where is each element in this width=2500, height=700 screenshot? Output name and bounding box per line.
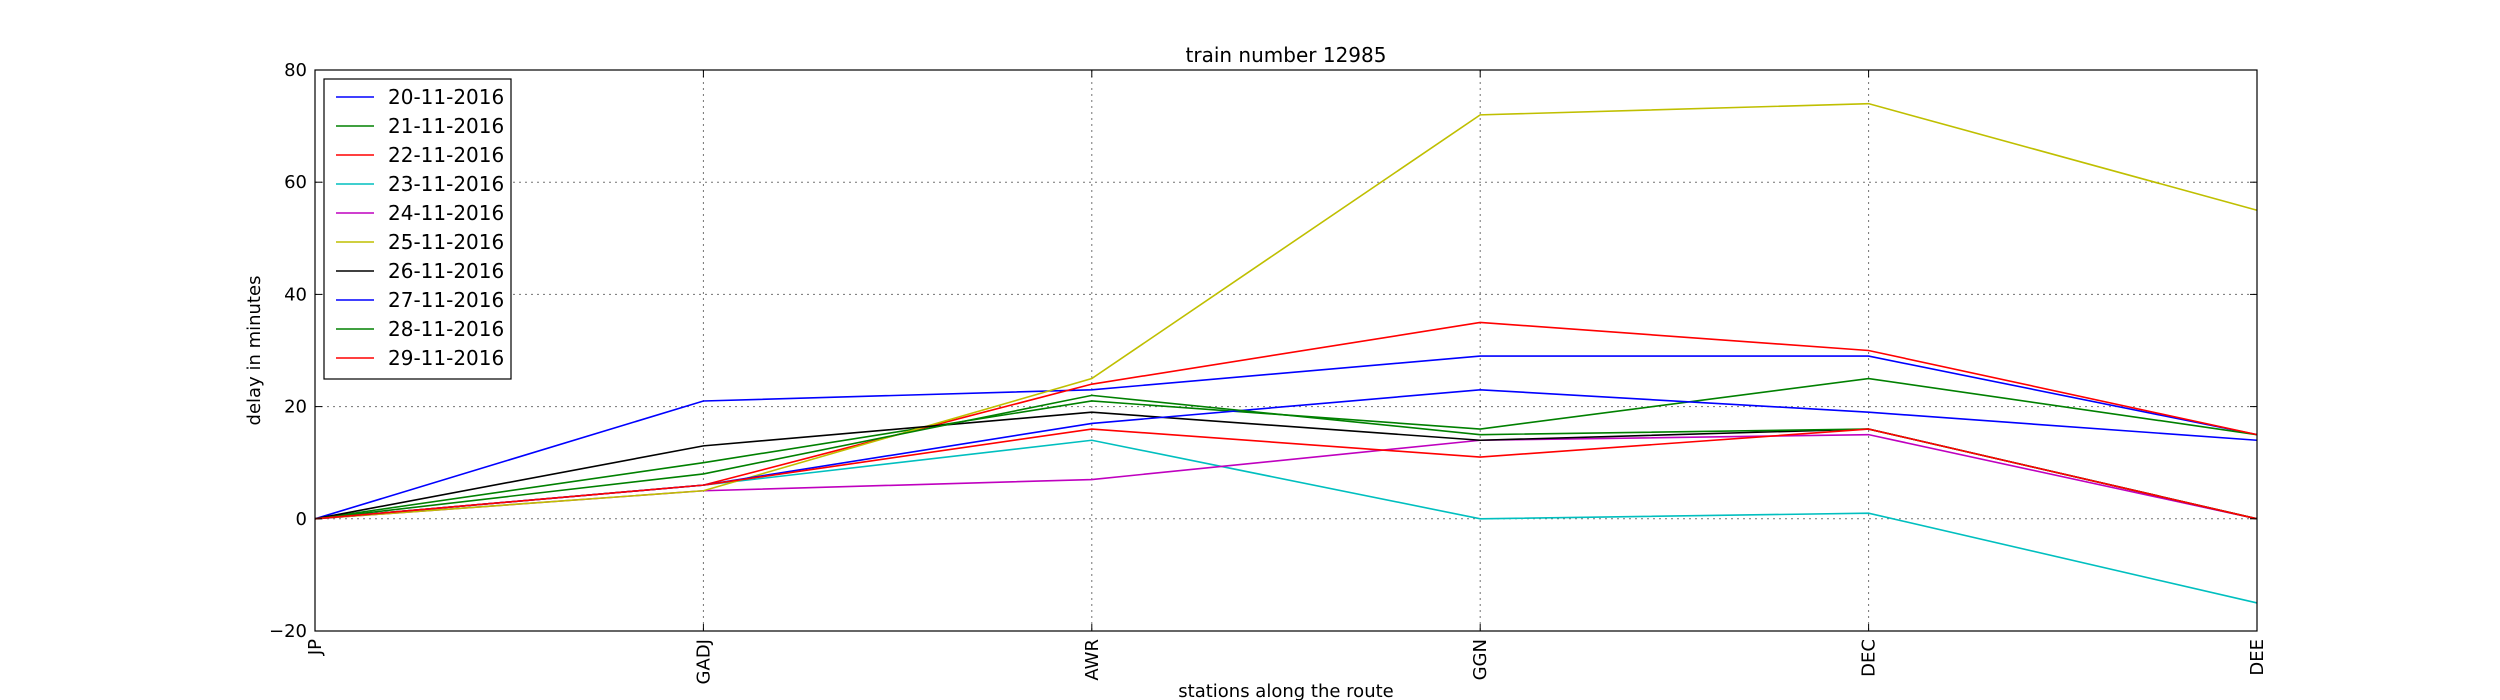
legend: 20-11-2016 21-11-2016 22-11-2016 23-11-2016… (323, 78, 512, 380)
grid (315, 70, 2257, 631)
y-axis-label: delay in minutes (244, 276, 265, 426)
legend-label: 28-11-2016 (388, 317, 504, 341)
series-line-27-11-2016 (314, 388, 2258, 520)
legend-label: 23-11-2016 (388, 172, 504, 196)
legend-label: 25-11-2016 (388, 230, 504, 254)
x-tick-label: AWR (1082, 639, 1103, 681)
chart-title: train number 12985 (1186, 43, 1387, 67)
x-tick-label: GGN (1470, 639, 1491, 680)
series-line-26-11-2016 (314, 411, 2258, 520)
series-line-20-11-2016 (314, 355, 2258, 520)
y-tick-label: 60 (284, 172, 307, 193)
series-line-29-11-2016 (314, 428, 2258, 520)
series-line-28-11-2016 (314, 394, 2258, 520)
legend-label: 20-11-2016 (388, 85, 504, 109)
legend-label: 27-11-2016 (388, 288, 504, 312)
plot-area-frame (314, 69, 2258, 632)
axis-ticks: −20 0 20 40 60 80 JP GADJ AWR GGN DEC DEE (269, 60, 2268, 684)
legend-label: 29-11-2016 (388, 346, 504, 370)
series-line-22-11-2016 (314, 321, 2258, 520)
x-axis-label: stations along the route (1178, 681, 1393, 700)
y-tick-label: −20 (269, 621, 307, 642)
legend-label: 26-11-2016 (388, 259, 504, 283)
legend-label: 24-11-2016 (388, 201, 504, 225)
y-tick-label: 80 (284, 60, 307, 81)
series-lines (314, 102, 2258, 604)
y-tick-label: 40 (284, 284, 307, 305)
y-tick-label: 20 (284, 397, 307, 418)
y-tick-label: 0 (296, 509, 307, 530)
series-line-25-11-2016 (314, 102, 2258, 520)
x-tick-label: JP (305, 639, 326, 656)
legend-label: 22-11-2016 (388, 143, 504, 167)
x-tick-label: DEC (1859, 639, 1880, 677)
x-tick-label: DEE (2247, 639, 2268, 676)
x-tick-label: GADJ (693, 639, 714, 684)
legend-label: 21-11-2016 (388, 114, 504, 138)
